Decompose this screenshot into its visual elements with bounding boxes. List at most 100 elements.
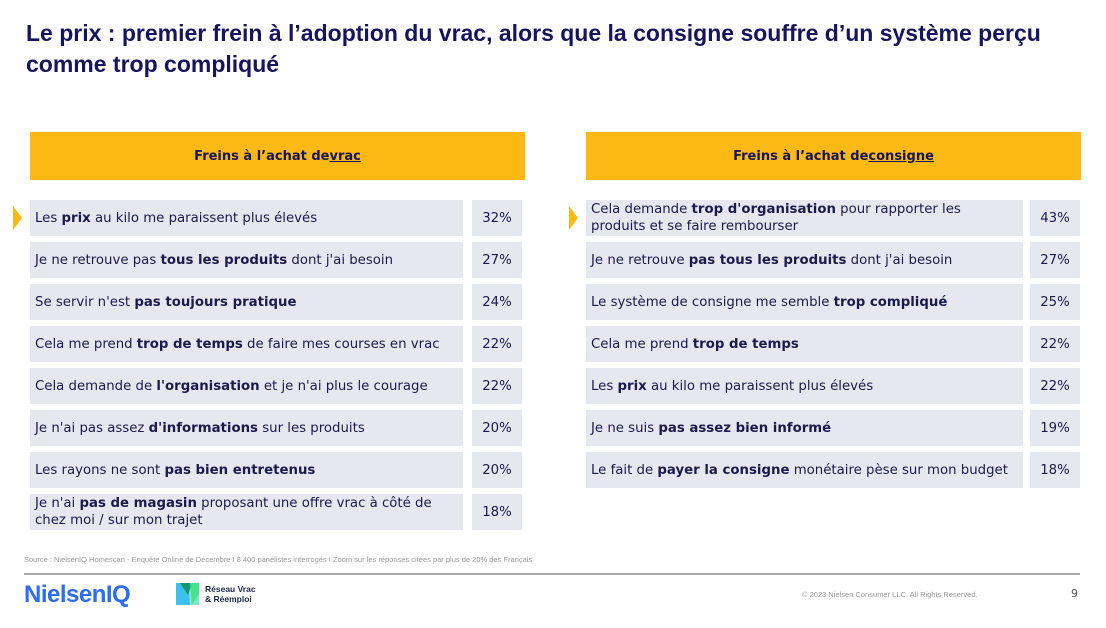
table-row: Cela demande de l'organisation et je n'a… [30, 368, 525, 404]
label-text: et je n'ai plus le courage [259, 378, 428, 394]
label-emphasis: d'informations [148, 420, 258, 436]
label-text: Se servir n'est [35, 294, 135, 310]
row-label: Se servir n'est pas toujours pratique [30, 284, 463, 320]
copyright: © 2023 Nielsen Consumer LLC. All Rights … [802, 590, 978, 599]
table-row: Cela demande trop d'organisation pour ra… [569, 200, 1081, 236]
table-row: Se servir n'est pas toujours pratique 24% [30, 284, 525, 320]
label-text: Cela demande [591, 202, 692, 217]
table-row: Cela me prend trop de temps 22% [586, 326, 1081, 362]
row-label-text: Le système de consigne me semble trop co… [591, 294, 947, 311]
panel-header: Freins à l’achat de vrac [30, 132, 525, 180]
row-label: Je ne retrouve pas tous les produits don… [30, 242, 463, 278]
table-row: Je n'ai pas assez d'informations sur les… [30, 410, 525, 446]
row-label-text: Je ne retrouve pas tous les produits don… [591, 252, 952, 269]
label-text: au kilo me paraissent plus élevés [646, 378, 874, 394]
row-label: Je ne suis pas assez bien informé [586, 410, 1023, 446]
label-emphasis: pas bien entretenus [164, 462, 316, 478]
label-text: Je ne suis [591, 420, 659, 436]
row-label-text: Les rayons ne sont pas bien entretenus [35, 462, 315, 479]
table-row: Le système de consigne me semble trop co… [586, 284, 1081, 320]
row-label-text: Je n'ai pas assez d'informations sur les… [35, 420, 365, 437]
row-percentage: 27% [472, 242, 522, 278]
header-prefix: Freins à l’achat de [733, 148, 869, 164]
row-percentage: 20% [472, 410, 522, 446]
table-row: Je ne retrouve pas tous les produits don… [586, 242, 1081, 278]
slide-title: Le prix : premier frein à l’adoption du … [26, 20, 1041, 77]
row-percentage: 22% [472, 326, 522, 362]
label-text: Je ne retrouve [591, 252, 689, 268]
label-text: Les [35, 210, 62, 226]
label-text: Les rayons ne sont [35, 462, 165, 478]
row-label: Je n'ai pas de magasin proposant une off… [30, 494, 463, 530]
label-emphasis: pas tous les produits [688, 252, 847, 268]
rows-list: Cela demande trop d'organisation pour ra… [569, 200, 1081, 488]
panel-vrac: Freins à l’achat de vrac Les prix au kil… [13, 132, 525, 536]
label-text: Le fait de [591, 462, 658, 478]
row-percentage: 25% [1030, 284, 1080, 320]
row-label-text: Les prix au kilo me paraissent plus élev… [35, 210, 317, 227]
header-keyword: consigne [868, 148, 934, 164]
label-text: Je n'ai pas assez [35, 420, 149, 436]
reseau-vrac-logo: Réseau Vrac & Réemploi [176, 583, 256, 605]
rows-list: Les prix au kilo me paraissent plus élev… [13, 200, 525, 530]
table-row: Les prix au kilo me paraissent plus élev… [586, 368, 1081, 404]
row-label: Je n'ai pas assez d'informations sur les… [30, 410, 463, 446]
row-label-text: Je ne suis pas assez bien informé [591, 420, 831, 437]
table-row: Je ne retrouve pas tous les produits don… [30, 242, 525, 278]
label-text: Je ne retrouve pas [35, 252, 161, 268]
reseau-line1: Réseau Vrac [205, 584, 256, 594]
panel-header: Freins à l’achat de consigne [586, 132, 1081, 180]
label-text: Cela me prend [591, 336, 693, 352]
table-row: Cela me prend trop de temps de faire mes… [30, 326, 525, 362]
row-label: Les rayons ne sont pas bien entretenus [30, 452, 463, 488]
label-emphasis: trop de temps [136, 336, 243, 352]
label-text: sur les produits [257, 420, 365, 436]
label-emphasis: pas de magasin [79, 496, 197, 511]
row-label: Le fait de payer la consigne monétaire p… [586, 452, 1023, 488]
label-emphasis: payer la consigne [657, 462, 790, 478]
row-percentage: 22% [1030, 368, 1080, 404]
label-text: Cela demande de [35, 378, 157, 394]
label-emphasis: trop de temps [692, 336, 799, 352]
page-number: 9 [1071, 587, 1078, 600]
label-emphasis: pas toujours pratique [134, 294, 297, 310]
row-percentage: 24% [472, 284, 522, 320]
row-percentage: 22% [472, 368, 522, 404]
row-label: Cela me prend trop de temps [586, 326, 1023, 362]
row-percentage: 20% [472, 452, 522, 488]
row-label: Je ne retrouve pas tous les produits don… [586, 242, 1023, 278]
panel-consigne: Freins à l’achat de consigne Cela demand… [569, 132, 1081, 494]
label-emphasis: l'organisation [156, 378, 260, 394]
label-text: Les [591, 378, 618, 394]
row-label-text: Je n'ai pas de magasin proposant une off… [35, 495, 453, 529]
source-note: Source : NielsenIQ Homescan - Enquête On… [24, 555, 533, 564]
highlight-arrow-icon [13, 206, 22, 230]
table-row: Je ne suis pas assez bien informé 19% [586, 410, 1081, 446]
row-label-text: Se servir n'est pas toujours pratique [35, 294, 297, 311]
header-prefix: Freins à l’achat de [194, 148, 330, 164]
row-label-text: Cela me prend trop de temps [591, 336, 799, 353]
row-percentage: 18% [1030, 452, 1080, 488]
row-percentage: 19% [1030, 410, 1080, 446]
row-label: Cela demande trop d'organisation pour ra… [586, 200, 1023, 236]
label-emphasis: prix [617, 378, 647, 394]
row-percentage: 22% [1030, 326, 1080, 362]
label-text: Cela me prend [35, 336, 137, 352]
label-emphasis: tous les produits [160, 252, 288, 268]
table-row: Le fait de payer la consigne monétaire p… [586, 452, 1081, 488]
table-row: Les rayons ne sont pas bien entretenus 20… [30, 452, 525, 488]
label-emphasis: trop compliqué [833, 294, 948, 310]
highlight-arrow-icon [569, 206, 578, 230]
row-label: Cela demande de l'organisation et je n'a… [30, 368, 463, 404]
row-label-text: Cela me prend trop de temps de faire mes… [35, 336, 440, 353]
label-text: pour rapporter les produits et se faire … [591, 202, 961, 234]
row-percentage: 27% [1030, 242, 1080, 278]
label-emphasis: pas assez bien informé [658, 420, 832, 436]
label-text: Je n'ai [35, 496, 80, 511]
row-label: Le système de consigne me semble trop co… [586, 284, 1023, 320]
row-percentage: 43% [1030, 200, 1080, 236]
row-label-text: Le fait de payer la consigne monétaire p… [591, 462, 1008, 479]
row-percentage: 32% [472, 200, 522, 236]
label-text: Le système de consigne me semble [591, 294, 834, 310]
